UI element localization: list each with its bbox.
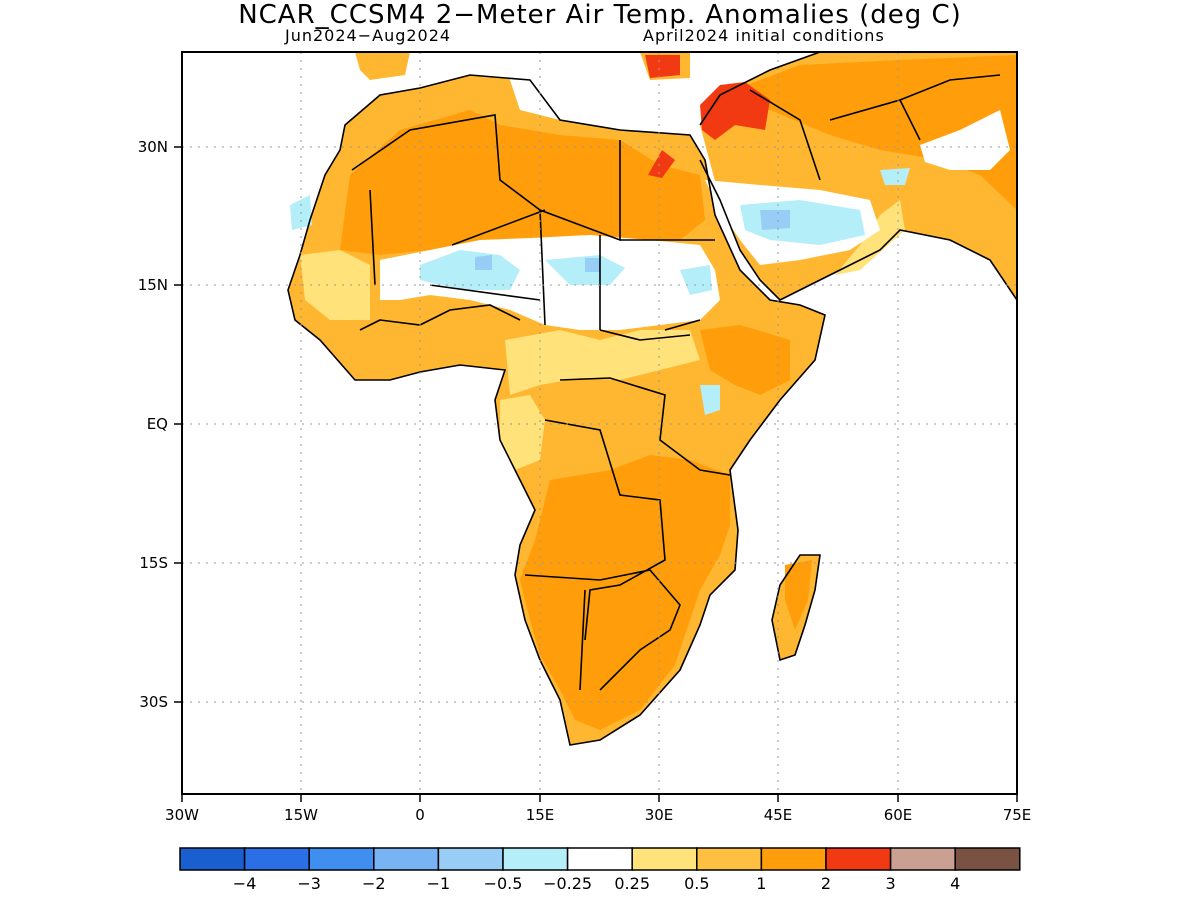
map-frame <box>181 51 1018 795</box>
lon-tick-label: 15W <box>284 806 318 824</box>
coastlines-borders <box>287 52 1017 746</box>
map-title: NCAR_CCSM4 2−Meter Air Temp. Anomalies (… <box>238 0 962 30</box>
legend-label: 0.5 <box>684 874 709 893</box>
legend-swatch <box>308 847 375 871</box>
lon-tick-label: 15E <box>526 806 555 824</box>
legend-label: −1 <box>427 874 451 893</box>
legend-swatch <box>825 847 892 871</box>
legend-swatch <box>502 847 569 871</box>
legend-swatch <box>179 847 246 871</box>
initial-conditions: April2024 initial conditions <box>643 26 885 45</box>
lon-tick-label: 75E <box>1003 806 1032 824</box>
legend-label: −0.25 <box>543 874 592 893</box>
lon-tick-label: 30W <box>165 806 199 824</box>
lon-tick-label: 45E <box>764 806 793 824</box>
lon-tick-label: 60E <box>884 806 913 824</box>
legend-swatch <box>566 847 633 871</box>
legend-label: −4 <box>233 874 257 893</box>
lon-tick-label: 30E <box>645 806 674 824</box>
legend-swatch <box>889 847 956 871</box>
legend-label: −2 <box>362 874 386 893</box>
legend-swatch <box>631 847 698 871</box>
legend-swatch <box>243 847 310 871</box>
lat-tick-label: 30N <box>138 138 168 156</box>
map-panel <box>182 52 1017 794</box>
legend-label: 0.25 <box>614 874 650 893</box>
color-legend: −4 −3 −2 −1 −0.5 −0.25 0.25 0.5 1 2 3 4 <box>179 847 1021 893</box>
very-warm-anomaly <box>645 55 770 178</box>
gridlines <box>182 52 1017 794</box>
lon-tick-label: 0 <box>415 806 425 824</box>
lat-tick-label: 15N <box>138 276 168 294</box>
legend-label: 2 <box>821 874 831 893</box>
legend-label: −3 <box>297 874 321 893</box>
legend-label: 4 <box>950 874 960 893</box>
lat-tick-label: 30S <box>139 693 168 711</box>
legend-swatch <box>696 847 763 871</box>
legend-swatch <box>437 847 504 871</box>
legend-swatch <box>760 847 827 871</box>
legend-label: 1 <box>756 874 766 893</box>
lat-tick-marks <box>174 146 182 703</box>
legend-label: −0.5 <box>484 874 523 893</box>
forecast-period: Jun2024−Aug2024 <box>285 26 452 45</box>
lat-tick-label: 15S <box>139 554 168 572</box>
lon-tick-marks <box>181 794 1018 802</box>
lat-tick-label: EQ <box>147 415 168 433</box>
cool-anomaly <box>475 210 790 272</box>
strong-warm-anomaly <box>340 55 1017 730</box>
legend-swatch <box>373 847 440 871</box>
legend-label: 3 <box>886 874 896 893</box>
legend-swatch <box>954 847 1021 871</box>
